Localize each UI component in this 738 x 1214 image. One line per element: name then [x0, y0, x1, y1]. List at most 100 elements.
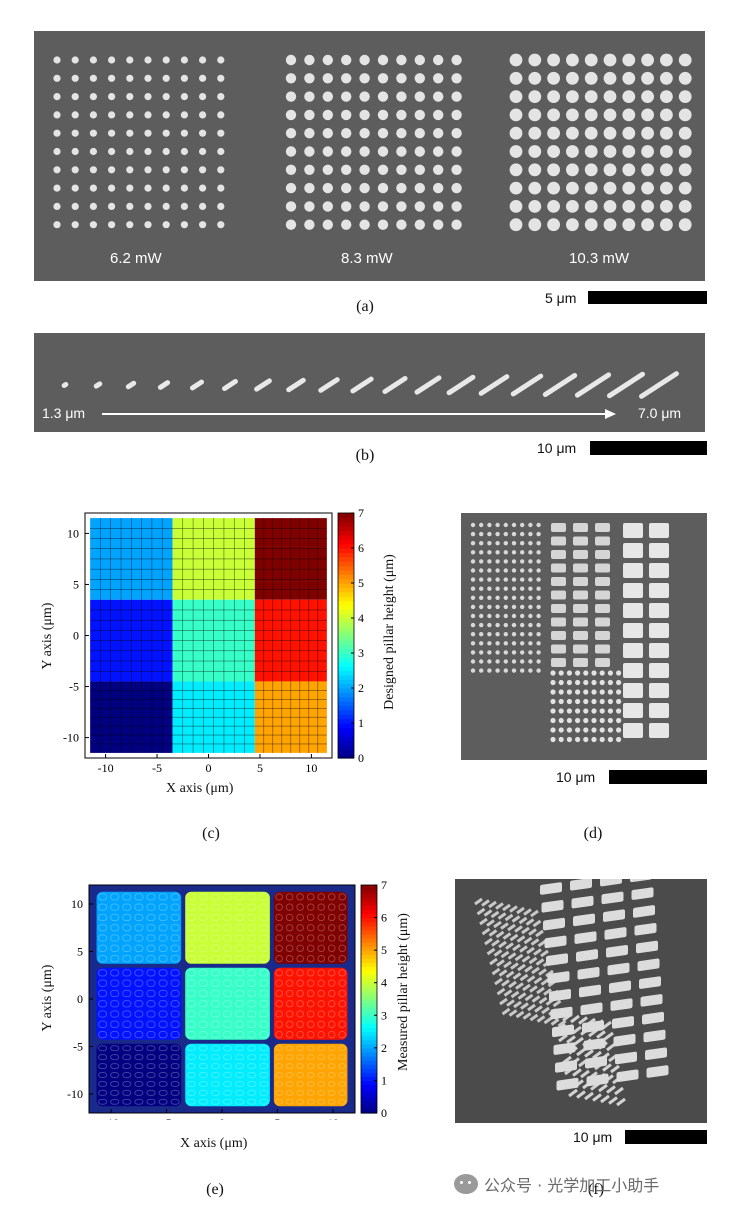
heatmap-cell [273, 1043, 348, 1107]
pillar-dot [479, 668, 484, 673]
texture-block [210, 1030, 220, 1039]
texture-block [259, 1072, 269, 1078]
pillar-dot [433, 73, 444, 84]
colorbar-segment [338, 596, 354, 602]
pillar-stroke [552, 999, 562, 1008]
texture-block [247, 1098, 257, 1105]
colorbar-segment [361, 1072, 377, 1077]
texture-block [275, 1089, 283, 1096]
texture-block [146, 969, 156, 977]
colorbar-tick-label: 2 [358, 681, 364, 695]
texture-block [285, 903, 294, 911]
pillar-dot [660, 181, 673, 195]
pillar-dot [591, 727, 597, 733]
texture-block [134, 1010, 144, 1018]
tilted-pillar [510, 373, 544, 397]
texture-block [158, 1054, 168, 1061]
pillar-stroke [519, 973, 529, 982]
pillar-dot [520, 577, 525, 582]
pillar-dot [495, 613, 500, 619]
texture-block [158, 989, 168, 998]
pillar-dot [433, 182, 444, 194]
pillar-dot [550, 708, 556, 714]
pillar-block [551, 644, 566, 654]
pillar-block [604, 927, 627, 940]
scale-bar-b [590, 441, 707, 455]
colorbar-segment [338, 696, 354, 702]
pillar-dot [520, 568, 525, 573]
pillar-stroke [558, 1033, 568, 1043]
texture-block [98, 1045, 108, 1052]
texture-block [317, 1054, 325, 1061]
tilted-pillar [542, 372, 578, 398]
pillar-dot [199, 129, 207, 137]
texture-block [158, 979, 168, 987]
pillar-dot [451, 164, 462, 175]
texture-block [186, 1030, 196, 1039]
pillar-dot [341, 219, 352, 230]
tilted-pillar [286, 377, 306, 393]
pillar-dot [503, 522, 508, 528]
texture-block [146, 1045, 156, 1052]
pillar-stroke [584, 1091, 594, 1101]
pillar-stroke [515, 1010, 525, 1019]
texture-block [210, 934, 220, 942]
pillar-dot [470, 604, 476, 610]
pillar-dot [470, 595, 476, 600]
texture-block [306, 1063, 315, 1070]
pillar-dot [71, 166, 79, 174]
texture-block [338, 1089, 346, 1096]
pillar-block [609, 980, 631, 994]
texture-block [134, 924, 144, 932]
x-tick-label: 10 [327, 1116, 339, 1120]
pillar-dot [479, 604, 484, 610]
texture-block [170, 903, 180, 911]
pillar-stroke [474, 897, 483, 906]
pillar-stroke [602, 1020, 612, 1030]
colorbar-segment [338, 727, 354, 733]
texture-block [275, 1030, 283, 1039]
texture-block [98, 1000, 108, 1008]
texture-block [327, 1063, 336, 1070]
pillar-dot [479, 550, 484, 555]
pillar-dot [414, 109, 425, 121]
pillar-dot [285, 109, 297, 121]
texture-block [296, 913, 304, 922]
pillar-block [649, 643, 669, 658]
texture-block [235, 913, 245, 922]
pillar-dot [660, 53, 673, 67]
colorbar-segment [338, 661, 354, 667]
texture-block [186, 1098, 196, 1105]
texture-block [170, 1080, 180, 1087]
texture-block [338, 1030, 346, 1039]
pillar-dot [509, 90, 523, 103]
pillar-dot [495, 641, 500, 646]
texture-block [247, 1054, 257, 1061]
pillar-stroke [505, 970, 515, 979]
colorbar-segment [338, 670, 354, 676]
texture-block [222, 1054, 233, 1061]
colorbar-segment [361, 982, 377, 988]
pillar-dot [575, 736, 581, 743]
texture-block [275, 1010, 283, 1018]
colorbar-segment [361, 933, 377, 939]
texture-block [222, 944, 233, 952]
texture-block [285, 913, 294, 922]
heatmap-cell [273, 891, 348, 964]
pillar-dot [575, 670, 581, 676]
texture-block [222, 1020, 233, 1028]
texture-block [296, 1020, 304, 1028]
pillar-block [570, 879, 592, 891]
pillar-dot [479, 659, 484, 664]
pillar-dot [528, 181, 542, 195]
pillar-dot [199, 184, 207, 192]
pillar-dot [641, 200, 654, 213]
texture-block [338, 1010, 346, 1018]
texture-block [110, 893, 120, 901]
texture-block [98, 1020, 108, 1028]
pillar-stroke [545, 969, 554, 978]
pillar-dot [660, 163, 673, 177]
texture-block [296, 903, 304, 911]
pillar-dot [678, 126, 692, 140]
pillar-dot [377, 164, 389, 175]
